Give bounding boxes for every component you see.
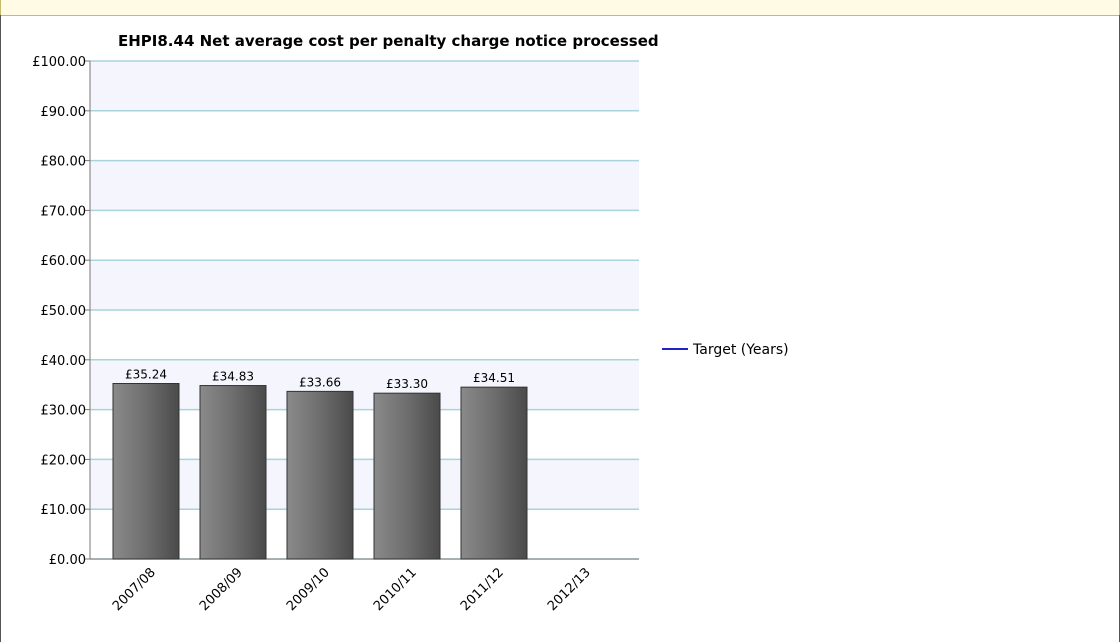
bar — [286, 390, 354, 560]
x-tick-label: 2011/12 — [458, 565, 507, 614]
x-tick-label: 2009/10 — [284, 565, 333, 614]
data-label: £35.24 — [125, 368, 167, 382]
x-tick-label: 2008/09 — [197, 565, 246, 614]
data-label: £33.66 — [299, 375, 341, 389]
y-tick-label: £30.00 — [41, 404, 87, 419]
grid-band — [90, 61, 639, 111]
grid-band — [90, 160, 639, 211]
data-label: £34.51 — [473, 371, 515, 385]
bar — [460, 386, 528, 560]
y-tick-label: £10.00 — [41, 503, 87, 518]
frame-border-left — [0, 15, 1, 642]
x-tick-label: 2010/11 — [371, 565, 420, 614]
y-tick-label: £80.00 — [41, 155, 87, 170]
y-tick-label: £90.00 — [41, 105, 87, 120]
x-tick-label: 2007/08 — [110, 565, 159, 614]
bar — [199, 385, 267, 560]
y-tick-label: £20.00 — [41, 453, 87, 468]
bar — [112, 383, 180, 560]
legend-label: Target (Years) — [692, 342, 789, 358]
y-tick-label: £100.00 — [32, 55, 86, 70]
data-label: £34.83 — [212, 370, 254, 384]
grid-band — [90, 459, 639, 510]
y-tick-label: £40.00 — [41, 354, 87, 369]
y-tick-label: £0.00 — [49, 553, 86, 568]
x-tick-label: 2012/13 — [545, 565, 594, 614]
grid-band — [90, 260, 639, 310]
data-label: £33.30 — [386, 377, 428, 391]
y-tick-label: £50.00 — [41, 304, 87, 319]
bar — [373, 392, 441, 560]
y-tick-label: £60.00 — [41, 254, 87, 269]
grid-band — [90, 359, 639, 410]
chart-title: EHPI8.44 Net average cost per penalty ch… — [118, 32, 659, 50]
y-tick-label: £70.00 — [41, 204, 87, 219]
